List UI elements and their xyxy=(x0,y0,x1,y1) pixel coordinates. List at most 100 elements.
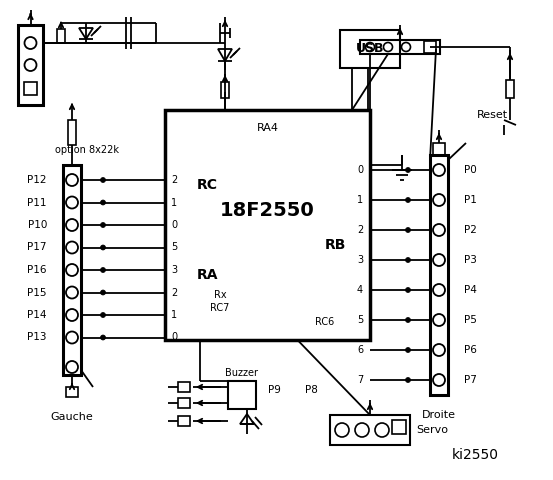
Text: P2: P2 xyxy=(464,225,477,235)
Circle shape xyxy=(66,241,78,253)
Circle shape xyxy=(433,254,445,266)
Bar xyxy=(392,420,406,434)
Text: P15: P15 xyxy=(28,288,47,298)
Text: P7: P7 xyxy=(464,375,477,385)
Bar xyxy=(221,82,229,98)
Circle shape xyxy=(66,219,78,231)
Bar xyxy=(165,110,370,340)
Text: option 8x22k: option 8x22k xyxy=(55,145,119,155)
Circle shape xyxy=(405,257,410,263)
Text: 1: 1 xyxy=(171,310,177,320)
Circle shape xyxy=(405,228,410,232)
Text: 5: 5 xyxy=(171,242,177,252)
Text: P17: P17 xyxy=(28,242,47,252)
Bar xyxy=(340,30,400,68)
Text: RA4: RA4 xyxy=(257,123,279,133)
Circle shape xyxy=(433,374,445,386)
Text: 3: 3 xyxy=(357,255,363,265)
Circle shape xyxy=(101,200,106,205)
Text: 18F2550: 18F2550 xyxy=(220,201,315,219)
Bar xyxy=(24,82,37,95)
Text: P6: P6 xyxy=(464,345,477,355)
Circle shape xyxy=(24,59,36,71)
Circle shape xyxy=(101,245,106,250)
Bar xyxy=(178,382,190,392)
Text: P4: P4 xyxy=(464,285,477,295)
Text: Buzzer: Buzzer xyxy=(226,368,258,378)
Circle shape xyxy=(101,312,106,317)
Circle shape xyxy=(335,423,349,437)
Circle shape xyxy=(433,224,445,236)
Text: P8: P8 xyxy=(305,385,317,395)
Circle shape xyxy=(101,178,106,182)
Text: Gauche: Gauche xyxy=(51,412,93,422)
Text: 5: 5 xyxy=(357,315,363,325)
Text: P9: P9 xyxy=(268,385,280,395)
Circle shape xyxy=(101,290,106,295)
Circle shape xyxy=(405,197,410,203)
Text: 0: 0 xyxy=(171,333,177,343)
Text: 2: 2 xyxy=(171,175,177,185)
Circle shape xyxy=(405,377,410,383)
Text: P10: P10 xyxy=(28,220,47,230)
Circle shape xyxy=(101,267,106,273)
Circle shape xyxy=(383,43,393,51)
Text: Droite: Droite xyxy=(422,410,456,420)
Circle shape xyxy=(66,264,78,276)
Text: RC7: RC7 xyxy=(210,303,229,313)
Circle shape xyxy=(66,361,78,373)
Bar xyxy=(66,387,78,397)
Bar xyxy=(63,165,81,375)
Bar xyxy=(506,80,514,98)
Text: P12: P12 xyxy=(28,175,47,185)
Text: Rx: Rx xyxy=(213,290,226,300)
Text: 2: 2 xyxy=(171,288,177,298)
Text: Servo: Servo xyxy=(416,425,448,435)
Circle shape xyxy=(66,196,78,208)
Text: RA: RA xyxy=(196,268,218,282)
Bar xyxy=(433,143,445,155)
Circle shape xyxy=(433,164,445,176)
Polygon shape xyxy=(218,49,232,61)
Text: 0: 0 xyxy=(357,165,363,175)
Text: 6: 6 xyxy=(357,345,363,355)
Text: 2: 2 xyxy=(357,225,363,235)
Circle shape xyxy=(66,332,78,344)
Text: RC6: RC6 xyxy=(315,317,335,327)
Circle shape xyxy=(405,168,410,172)
Circle shape xyxy=(101,223,106,228)
Text: P14: P14 xyxy=(28,310,47,320)
Text: RC: RC xyxy=(196,178,217,192)
Bar xyxy=(360,40,440,54)
Circle shape xyxy=(433,284,445,296)
Polygon shape xyxy=(240,414,254,424)
Bar xyxy=(228,381,256,409)
Bar xyxy=(57,29,65,43)
Text: USB: USB xyxy=(356,43,384,56)
Circle shape xyxy=(405,348,410,352)
Bar xyxy=(68,120,76,145)
Text: P1: P1 xyxy=(464,195,477,205)
Bar xyxy=(18,25,43,105)
Text: 0: 0 xyxy=(171,220,177,230)
Text: Reset: Reset xyxy=(477,110,508,120)
Circle shape xyxy=(355,423,369,437)
Bar xyxy=(430,155,448,395)
Bar xyxy=(178,398,190,408)
Bar xyxy=(424,41,436,53)
Text: 1: 1 xyxy=(357,195,363,205)
Text: P0: P0 xyxy=(464,165,477,175)
Circle shape xyxy=(66,287,78,299)
Text: P5: P5 xyxy=(464,315,477,325)
Text: 4: 4 xyxy=(357,285,363,295)
Text: 7: 7 xyxy=(357,375,363,385)
Circle shape xyxy=(24,37,36,49)
Circle shape xyxy=(405,288,410,292)
Circle shape xyxy=(405,317,410,323)
Text: P16: P16 xyxy=(28,265,47,275)
Bar xyxy=(178,416,190,426)
Bar xyxy=(330,415,410,445)
Text: 3: 3 xyxy=(171,265,177,275)
Circle shape xyxy=(401,43,410,51)
Text: 1: 1 xyxy=(171,197,177,207)
